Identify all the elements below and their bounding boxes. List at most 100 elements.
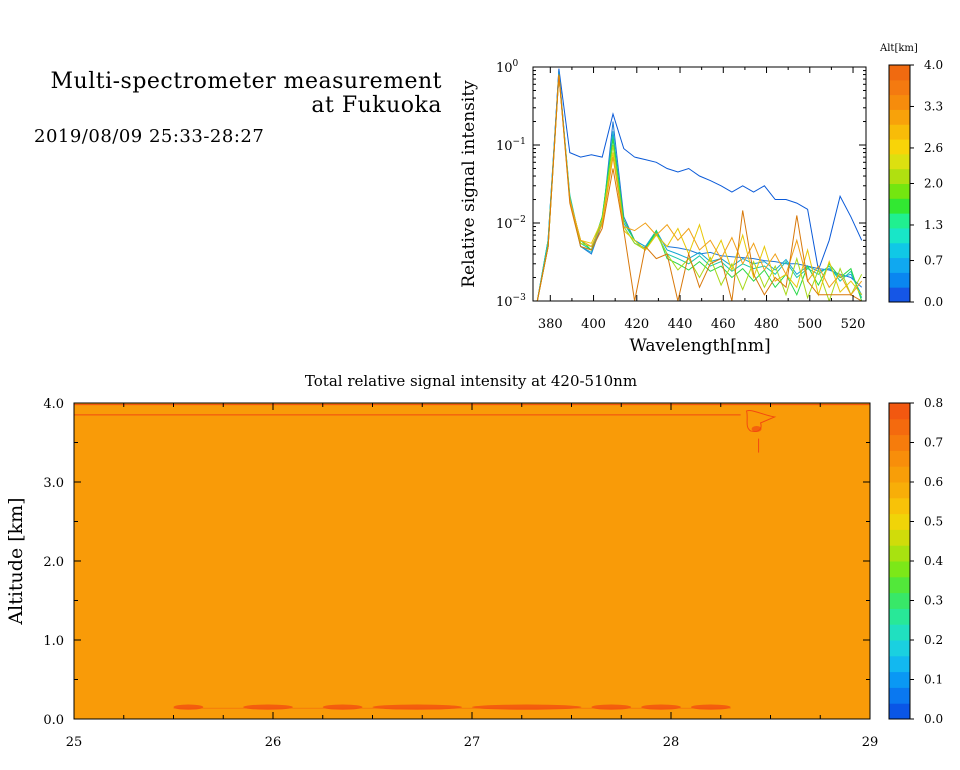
altitude-colorbar-segment — [889, 124, 910, 140]
altitude-colorbar-tick-label: 2.0 — [924, 177, 943, 191]
spectrum-series-line-8 — [536, 74, 862, 301]
heatmap-near-ground-patch — [372, 704, 463, 710]
spectrum-chart: 380 400 420 440 460 480 500 520 Wavelength[nm] 10… — [459, 59, 867, 356]
intensity-colorbar-segment — [889, 482, 910, 499]
heatmap-near-ground-patch — [641, 704, 681, 710]
altitude-colorbar-segment — [889, 272, 910, 288]
intensity-colorbar-segment — [889, 687, 910, 704]
intensity-colorbar-segment — [889, 671, 910, 688]
intensity-colorbar-segment — [889, 434, 910, 451]
altitude-colorbar-tick-label: 0.7 — [924, 254, 943, 268]
intensity-colorbar-segment — [889, 466, 910, 483]
intensity-colorbar-segment — [889, 624, 910, 641]
spectrum-series-group — [536, 68, 863, 301]
altitude-colorbar-segment — [889, 139, 910, 155]
altitude-colorbar-label: Alt[km] — [879, 43, 918, 54]
intensity-colorbar-segment — [889, 576, 910, 594]
intensity-colorbar-tick-label: 0.0 — [924, 712, 943, 726]
spectrum-x-tick-label: 380 — [538, 317, 563, 332]
heatmap-near-ground-patch — [322, 704, 363, 710]
intensity-colorbar-tick-label: 0.7 — [924, 436, 943, 450]
measurement-datetime: 2019/08/09 25:33-28:27 — [34, 126, 265, 147]
altitude-colorbar-tick-label: 1.3 — [924, 218, 943, 232]
spectrum-series-line-2 — [536, 72, 863, 301]
intensity-colorbar-segment — [889, 529, 910, 546]
intensity-colorbar-tick-label: 0.6 — [924, 475, 943, 489]
altitude-colorbar-segment — [889, 242, 910, 259]
spectrum-y-axis-label: Relative signal intensity — [459, 80, 479, 288]
spectrum-x-tick-label: 520 — [841, 317, 866, 332]
spectrum-x-tick-label: 400 — [581, 317, 606, 332]
intensity-colorbar-segment — [889, 497, 910, 515]
heatmap-y-tick-label: 0.0 — [43, 713, 64, 728]
title-line1: Multi-spectrometer measurement — [50, 69, 442, 94]
title-line2: at Fukuoka — [311, 93, 442, 118]
altitude-colorbar-segment — [889, 287, 910, 303]
heatmap-y-tick-label: 2.0 — [43, 555, 64, 570]
spectrum-x-tick-label: 480 — [754, 317, 779, 332]
altitude-colorbar-tick-label: 4.0 — [924, 58, 943, 72]
intensity-colorbar-segment — [889, 592, 910, 609]
intensity-heatmap: 25 26 27 28 29 0.0 1.0 2.0 3.0 4.0 Altitude [km] To… — [5, 372, 878, 750]
intensity-colorbar-segment — [889, 513, 910, 530]
heatmap-near-ground-patch — [243, 704, 293, 710]
title-block: Multi-spectrometer measurement at Fukuok… — [10, 70, 442, 118]
intensity-colorbar-segment — [889, 545, 910, 562]
intensity-colorbar-tick-label: 0.2 — [924, 633, 943, 647]
heatmap-x-tick-label: 26 — [265, 735, 282, 750]
altitude-colorbar-tick-label: 3.3 — [924, 99, 943, 113]
spectrum-x-tick-label: 500 — [797, 317, 822, 332]
intensity-colorbar-segment — [889, 703, 910, 720]
heatmap-blob-core — [751, 425, 762, 432]
intensity-colorbar-segment — [889, 608, 910, 625]
heatmap-near-ground-patch — [173, 704, 204, 710]
intensity-colorbar-segment — [889, 418, 910, 436]
intensity-colorbar: 0.8 0.7 0.6 0.5 0.4 0.3 0.2 0.1 0.0 — [888, 396, 943, 726]
intensity-colorbar-tick-label: 0.1 — [924, 673, 943, 687]
altitude-colorbar-segment — [889, 183, 910, 199]
intensity-colorbar-tick-label: 0.3 — [924, 594, 943, 608]
heatmap-title: Total relative signal intensity at 420-5… — [305, 372, 637, 390]
spectrum-y-tick-label: 10−3 — [496, 293, 526, 310]
spectrum-x-tick-label: 420 — [624, 317, 649, 332]
altitude-colorbar-segment — [889, 168, 910, 184]
heatmap-near-ground-patch — [591, 704, 632, 710]
altitude-colorbar-segment — [889, 65, 910, 81]
heatmap-x-tick-label: 25 — [66, 735, 83, 750]
heatmap-x-tick-label: 27 — [464, 735, 481, 750]
intensity-colorbar-segment — [889, 640, 910, 657]
altitude-colorbar-tick-label: 0.0 — [924, 295, 943, 309]
altitude-colorbar-segment — [889, 213, 910, 229]
intensity-colorbar-segment — [889, 403, 910, 420]
intensity-colorbar-tick-label: 0.4 — [924, 554, 943, 568]
spectrum-x-tick-label: 440 — [668, 317, 693, 332]
heatmap-x-tick-label: 28 — [663, 735, 680, 750]
altitude-colorbar-segment — [889, 257, 910, 273]
heatmap-near-ground-patch — [690, 704, 731, 710]
heatmap-field — [74, 403, 870, 719]
spectrum-plot-frame — [532, 66, 867, 302]
spectrum-series-line-1 — [536, 69, 863, 301]
altitude-colorbar-segment — [889, 94, 910, 110]
spectrum-y-tick-label: 10−2 — [496, 215, 526, 232]
spectrum-y-tick-label: 100 — [496, 59, 519, 76]
spectrum-x-tick-label: 460 — [711, 317, 736, 332]
heatmap-y-tick-label: 1.0 — [43, 634, 64, 649]
heatmap-y-tick-label: 4.0 — [43, 397, 64, 412]
heatmap-y-tick-label: 3.0 — [43, 476, 64, 491]
altitude-colorbar-tick-label: 2.6 — [924, 141, 943, 155]
altitude-colorbar-segment — [889, 198, 910, 214]
intensity-colorbar-tick-label: 0.8 — [924, 396, 943, 410]
heatmap-x-tick-label: 29 — [862, 735, 879, 750]
heatmap-y-axis-label: Altitude [km] — [5, 497, 27, 625]
spectrum-series-line-6 — [536, 74, 863, 301]
heatmap-near-ground-patch — [471, 704, 582, 710]
intensity-colorbar-tick-label: 0.5 — [924, 515, 943, 529]
altitude-colorbar-segment — [889, 227, 910, 244]
intensity-colorbar-segment — [889, 561, 910, 578]
altitude-colorbar-segment — [889, 153, 910, 170]
intensity-colorbar-segment — [889, 655, 910, 673]
altitude-colorbar-segment — [889, 109, 910, 125]
altitude-colorbar: Alt[km] 4.0 3.3 2.6 2.0 1.3 0.7 0.0 — [879, 43, 943, 309]
